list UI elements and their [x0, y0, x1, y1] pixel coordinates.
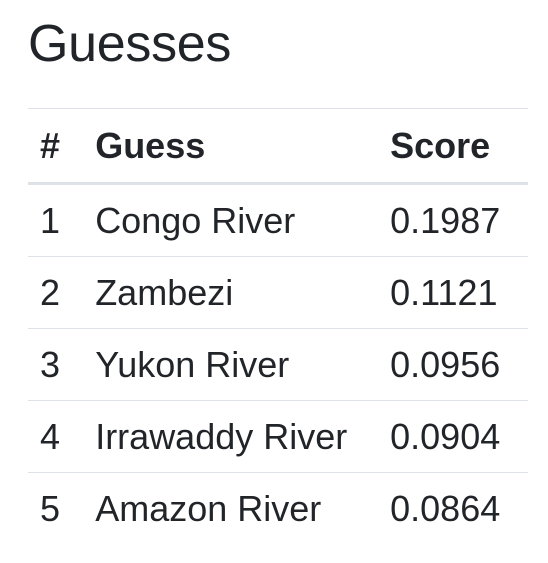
table-row: 5 Amazon River 0.0864	[28, 472, 528, 544]
table-header: # Guess Score	[28, 108, 528, 185]
guess-cell: Yukon River	[83, 328, 379, 401]
table-row: 1 Congo River 0.1987	[28, 184, 528, 257]
page-title: Guesses	[28, 15, 232, 73]
score-cell: 0.1121	[378, 256, 528, 329]
guess-cell: Irrawaddy River	[83, 400, 379, 473]
rank-cell: 5	[28, 472, 84, 544]
score-cell: 0.0864	[378, 472, 528, 544]
guess-cell: Amazon River	[83, 472, 379, 544]
guesses-table: # Guess Score 1 Congo River 0.1987 2 Zam…	[28, 108, 528, 544]
guess-cell: Zambezi	[83, 256, 379, 329]
score-cell: 0.0904	[378, 400, 528, 473]
table-row: 3 Yukon River 0.0956	[28, 328, 528, 401]
guess-cell: Congo River	[95, 199, 296, 241]
rank-cell: 4	[28, 400, 84, 473]
header-row: # Guess Score	[28, 108, 528, 185]
score-column-header: Score	[378, 108, 528, 185]
rank-cell: 1	[40, 199, 61, 241]
guess-column-header: Guess	[83, 108, 379, 185]
table-row: 4 Irrawaddy River 0.0904	[28, 400, 528, 473]
rank-cell: 3	[28, 328, 84, 401]
table-row: 2 Zambezi 0.1121	[28, 256, 528, 329]
table-body: 1 Congo River 0.1987 2 Zambezi 0.1121 3 …	[28, 184, 528, 544]
rank-cell: 2	[28, 256, 84, 329]
score-cell: 0.1987	[390, 199, 501, 241]
rank-column-header: #	[28, 108, 84, 185]
score-cell: 0.0956	[378, 328, 528, 401]
